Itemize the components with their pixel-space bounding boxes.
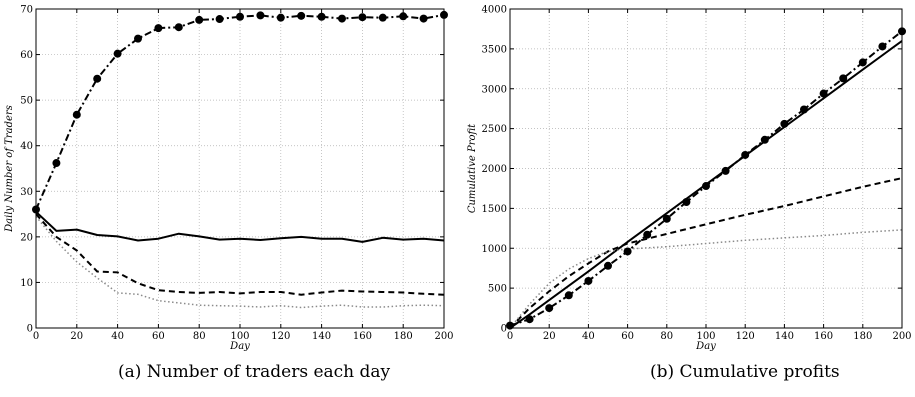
series-point	[93, 74, 102, 83]
caption-number-of-traders: (a) Number of traders each day	[118, 362, 391, 382]
y-tick-label: 20	[20, 232, 33, 243]
x-tick-label: 60	[621, 331, 634, 342]
y-tick-label: 60	[20, 50, 33, 61]
series-point	[839, 74, 848, 83]
series-point	[878, 42, 887, 51]
y-tick-label: 30	[20, 187, 33, 198]
series-point	[643, 230, 652, 239]
x-tick-label: 20	[543, 331, 556, 342]
series-point	[236, 12, 244, 21]
y-tick-label: 1500	[482, 204, 507, 215]
series-point	[604, 261, 612, 270]
series-line-2	[509, 177, 903, 329]
series-point	[154, 24, 163, 33]
x-tick-label: 100	[696, 331, 715, 342]
series-point	[623, 247, 632, 256]
series-point	[72, 110, 81, 119]
x-axis-label: Day	[229, 341, 250, 352]
series-line-3	[35, 215, 445, 309]
series-point	[800, 105, 808, 114]
series-point	[399, 12, 408, 21]
series-line-1	[35, 211, 445, 243]
x-tick-label: 40	[111, 331, 124, 342]
x-tick-label: 180	[853, 331, 872, 342]
x-tick-label: 40	[582, 331, 595, 342]
y-tick-label: 0	[27, 324, 33, 335]
series-point	[215, 15, 224, 24]
y-tick-label: 3500	[482, 44, 507, 55]
x-tick-label: 140	[775, 331, 794, 342]
series-point	[525, 315, 534, 324]
series-point	[721, 166, 730, 175]
series-point	[545, 304, 554, 313]
y-tick-label: 1000	[482, 244, 507, 255]
x-tick-label: 100	[230, 331, 249, 342]
series-line-3	[509, 229, 903, 329]
series-point	[858, 58, 867, 67]
series-point	[52, 159, 61, 168]
x-tick-label: 200	[892, 331, 911, 342]
series-point	[174, 23, 183, 32]
x-tick-label: 60	[152, 331, 165, 342]
series-point	[378, 13, 387, 22]
series-point	[276, 13, 285, 22]
y-tick-label: 40	[20, 141, 33, 152]
series-point	[682, 197, 691, 206]
series-point	[819, 89, 828, 98]
y-tick-label: 2000	[482, 164, 507, 175]
series-point	[741, 150, 750, 159]
series-line-4	[35, 13, 445, 210]
series-point	[584, 276, 593, 285]
y-tick-label: 70	[20, 5, 33, 16]
x-tick-label: 160	[353, 331, 372, 342]
x-tick-label: 80	[193, 331, 206, 342]
y-axis-label: Daily Number of Traders	[4, 105, 15, 233]
series-point	[702, 182, 710, 191]
caption-cumulative-profits: (b) Cumulative profits	[650, 362, 840, 382]
x-tick-label: 140	[312, 331, 331, 342]
x-tick-label: 80	[660, 331, 673, 342]
series-point	[297, 11, 306, 20]
series-point	[760, 135, 769, 144]
series-point	[113, 49, 122, 58]
x-tick-label: 200	[434, 331, 453, 342]
chart-daily-traders: 0 20 40 60 80 100 120 140 160 180 200 0 10 20 30 40 50 60…	[4, 5, 454, 353]
chart-cumulative-profit: 0 20 40 60 80 100 120 140 160 180 2000500100015002…	[467, 5, 912, 353]
y-tick-label: 10	[20, 278, 33, 289]
series-point	[256, 11, 265, 20]
x-tick-label: 0	[33, 331, 39, 342]
x-axis-label: Day	[695, 341, 716, 352]
series-point	[134, 34, 142, 43]
y-axis-label: Cumulative Profit	[467, 123, 478, 213]
y-tick-label: 4000	[482, 5, 507, 16]
y-tick-label: 500	[488, 284, 507, 295]
y-tick-label: 3000	[482, 84, 507, 95]
series-point	[564, 291, 573, 300]
x-tick-label: 20	[70, 331, 83, 342]
x-tick-label: 160	[814, 331, 833, 342]
y-tick-label: 0	[501, 324, 507, 335]
series-point	[195, 15, 204, 24]
series-point	[419, 14, 428, 23]
series-point	[662, 214, 671, 223]
y-tick-label: 50	[20, 96, 33, 107]
x-tick-label: 180	[394, 331, 413, 342]
x-tick-label: 120	[271, 331, 290, 342]
series-point	[780, 119, 789, 128]
series-point	[338, 14, 346, 23]
x-tick-label: 120	[736, 331, 755, 342]
y-tick-label: 2500	[482, 124, 507, 135]
x-tick-label: 0	[507, 331, 513, 342]
series-line-2	[35, 213, 445, 296]
series-point	[317, 12, 326, 21]
series-point	[358, 13, 367, 22]
